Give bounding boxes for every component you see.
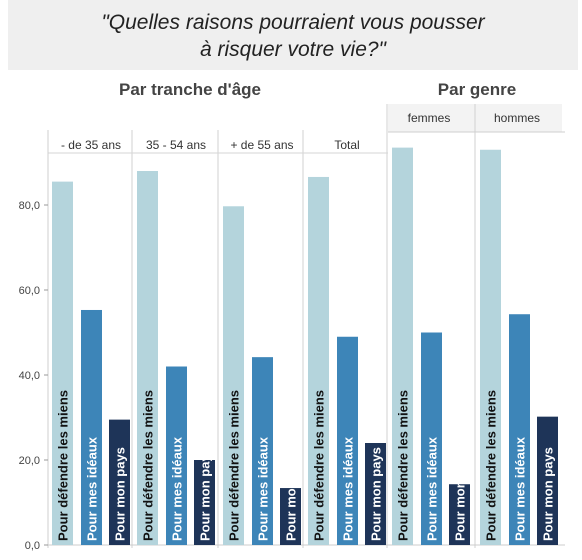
bar (280, 488, 301, 545)
bar-label: Pour défendre les miens (396, 390, 411, 541)
panel-header: - de 35 ans (61, 138, 121, 152)
bar (365, 443, 386, 545)
bar (308, 176, 329, 545)
bar-label: Pour mon pays (453, 447, 468, 541)
panel-header: + de 55 ans (230, 138, 293, 152)
bar-label: Pour mes idéaux (425, 436, 440, 541)
bar-label: Pour mes idéaux (256, 436, 271, 541)
bar-label: Pour mon pays (284, 447, 299, 541)
bar-label: Pour mon pays (113, 447, 128, 541)
group-header: Par tranche d'âge (119, 80, 261, 99)
panel-header: Total (334, 138, 359, 152)
chart-title-line-1: "Quelles raisons pourraient vous pousser (101, 11, 485, 34)
bar-label: Pour mon pays (198, 447, 213, 541)
bar (81, 309, 102, 545)
bar-label: Pour mon pays (369, 447, 384, 541)
panel-header: hommes (494, 111, 540, 125)
y-tick-label: 20,0 (19, 455, 40, 467)
panel-header: femmes (408, 111, 451, 125)
bar (223, 206, 244, 545)
group-header: Par genre (438, 80, 516, 99)
bar (194, 460, 215, 545)
bar (421, 332, 442, 545)
bar (392, 147, 413, 545)
bar-label: Pour défendre les miens (484, 390, 499, 541)
y-tick-label: 60,0 (19, 285, 40, 297)
bar (166, 366, 187, 545)
bar-label: Pour mes idéaux (85, 436, 100, 541)
y-tick-label: 80,0 (19, 200, 40, 212)
bar-label: Pour mes idéaux (513, 436, 528, 541)
bar (537, 416, 558, 545)
y-tick-label: 40,0 (19, 370, 40, 382)
bar-label: Pour mes idéaux (341, 436, 356, 541)
bar (509, 314, 530, 545)
panel-header: 35 - 54 ans (146, 138, 206, 152)
bar-label: Pour mes idéaux (170, 436, 185, 541)
bar (52, 181, 73, 545)
bar-label: Pour mon pays (541, 447, 556, 541)
bar (137, 171, 158, 545)
y-tick-label: 0,0 (25, 540, 40, 552)
bar-label: Pour défendre les miens (141, 390, 156, 541)
bar (109, 419, 130, 545)
title-band: "Quelles raisons pourraient vous pousser… (8, 0, 578, 70)
bar-label: Pour défendre les miens (312, 390, 327, 541)
bar-label: Pour défendre les miens (227, 390, 242, 541)
bar-label: Pour défendre les miens (56, 390, 71, 541)
chart-title-line-2: à risquer votre vie?" (199, 38, 387, 61)
bar (480, 149, 501, 545)
bar (252, 357, 273, 545)
bar (337, 336, 358, 545)
bar (449, 484, 470, 545)
